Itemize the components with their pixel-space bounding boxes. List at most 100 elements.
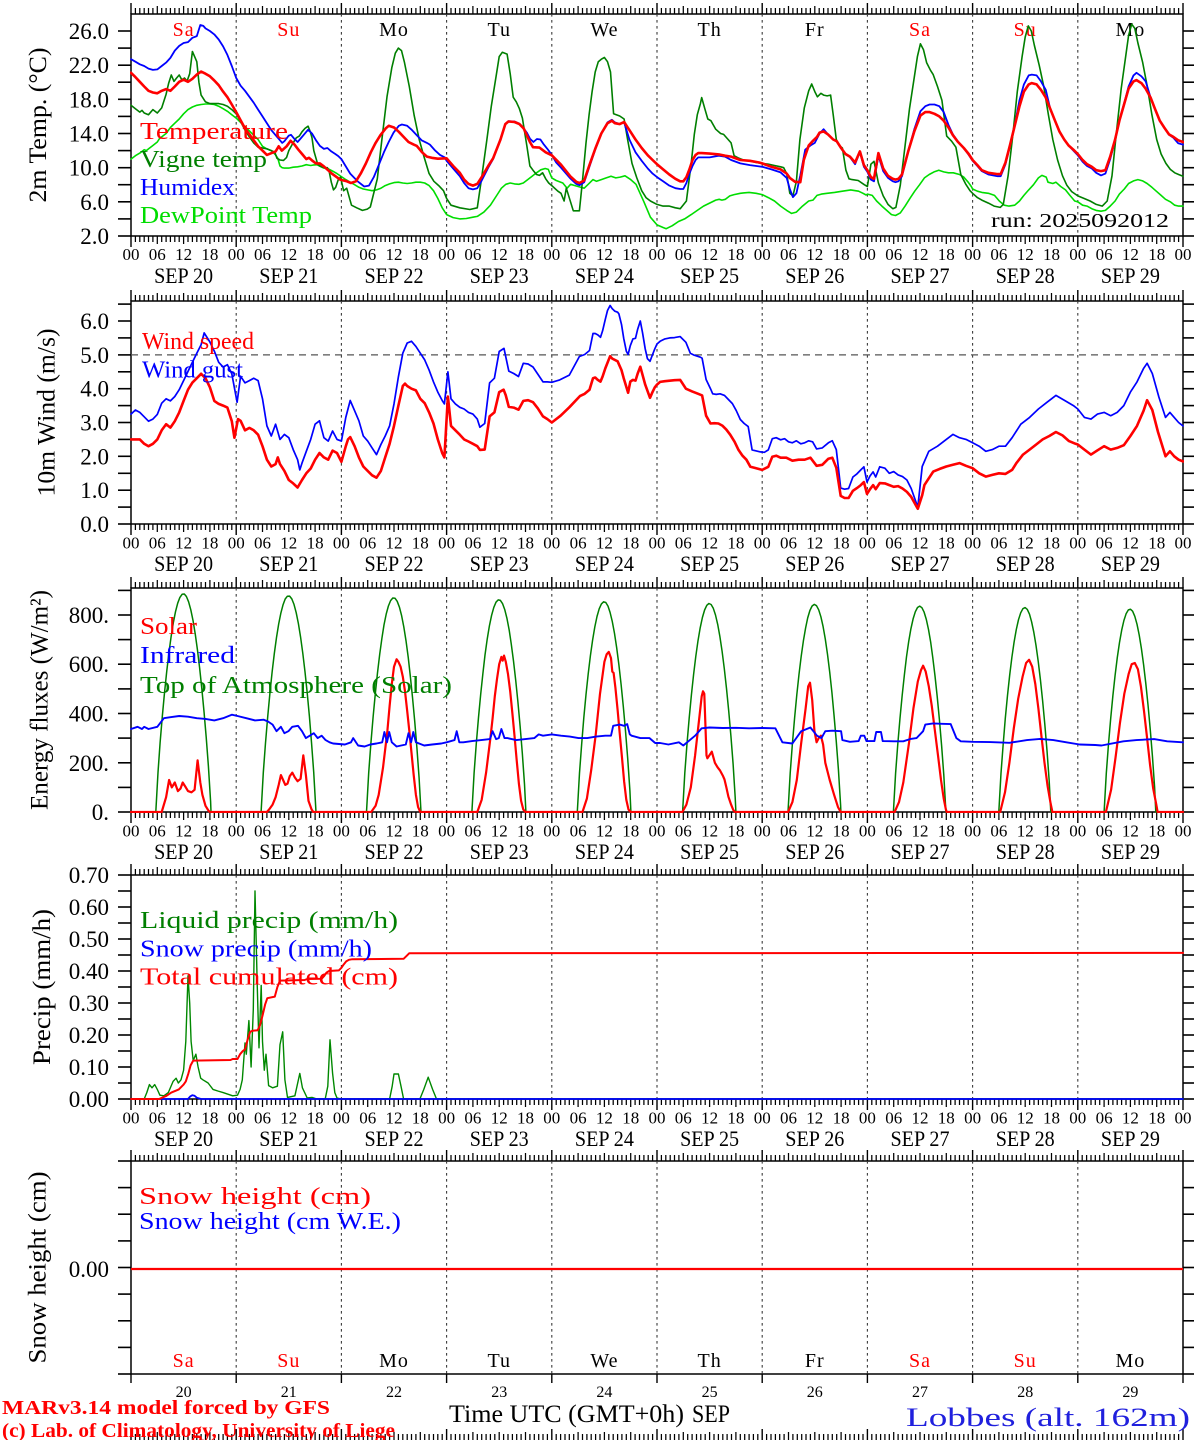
svg-text:SEP 24: SEP 24 (575, 551, 634, 576)
svg-text:(c) Lab. of Climatology, Unive: (c) Lab. of Climatology, University of L… (2, 1420, 395, 1440)
svg-text:12: 12 (806, 245, 823, 264)
svg-text:Total cumulated (cm): Total cumulated (cm) (140, 965, 398, 991)
svg-text:06: 06 (359, 822, 376, 841)
svg-text:10m Wind (m/s): 10m Wind (m/s) (34, 329, 61, 497)
svg-text:18: 18 (412, 1109, 429, 1128)
svg-text:Sa: Sa (909, 1350, 931, 1372)
svg-text:00: 00 (964, 822, 981, 841)
svg-text:12: 12 (1017, 1109, 1034, 1128)
svg-text:18: 18 (517, 245, 534, 264)
svg-text:12: 12 (280, 1109, 297, 1128)
svg-text:SEP 22: SEP 22 (365, 1126, 424, 1151)
svg-text:12: 12 (491, 1109, 508, 1128)
svg-text:06: 06 (359, 245, 376, 264)
svg-text:Snow height (cm): Snow height (cm) (139, 1184, 371, 1210)
svg-text:06: 06 (990, 822, 1007, 841)
svg-text:06: 06 (464, 822, 481, 841)
svg-text:600.: 600. (69, 652, 109, 677)
svg-text:Vigne temp: Vigne temp (140, 147, 267, 173)
svg-text:06: 06 (990, 534, 1007, 553)
svg-text:800.: 800. (69, 603, 109, 628)
svg-text:2m Temp. (°C): 2m Temp. (°C) (25, 48, 52, 203)
svg-text:We: We (590, 1350, 618, 1372)
svg-text:18: 18 (412, 245, 429, 264)
svg-text:SEP 21: SEP 21 (259, 1126, 318, 1151)
svg-text:18: 18 (412, 822, 429, 841)
svg-text:00: 00 (1175, 245, 1192, 264)
svg-text:12: 12 (491, 534, 508, 553)
svg-text:06: 06 (675, 1109, 692, 1128)
svg-text:00: 00 (649, 1109, 666, 1128)
svg-text:12: 12 (175, 245, 192, 264)
svg-text:Mo: Mo (1116, 1350, 1146, 1372)
svg-text:24: 24 (596, 1384, 612, 1401)
svg-text:06: 06 (1096, 822, 1113, 841)
svg-text:00: 00 (1069, 1109, 1086, 1128)
svg-text:00: 00 (333, 1109, 350, 1128)
svg-text:Temperature: Temperature (140, 119, 288, 145)
svg-text:00: 00 (754, 1109, 771, 1128)
svg-text:12: 12 (1017, 822, 1034, 841)
svg-text:00: 00 (859, 822, 876, 841)
svg-text:Fr: Fr (805, 1350, 825, 1372)
svg-text:18: 18 (938, 1109, 955, 1128)
svg-text:00: 00 (228, 822, 245, 841)
svg-text:SEP 29: SEP 29 (1101, 551, 1160, 576)
svg-text:12: 12 (701, 1109, 718, 1128)
svg-text:SEP 20: SEP 20 (154, 551, 213, 576)
svg-text:0.00: 0.00 (69, 1087, 109, 1112)
svg-text:10.0: 10.0 (69, 156, 109, 181)
svg-text:06: 06 (885, 822, 902, 841)
svg-text:18: 18 (1148, 1109, 1165, 1128)
svg-text:12: 12 (175, 534, 192, 553)
svg-text:SEP 20: SEP 20 (154, 839, 213, 864)
svg-text:DewPoint Temp: DewPoint Temp (140, 203, 312, 229)
svg-text:SEP 26: SEP 26 (785, 551, 844, 576)
svg-text:12: 12 (596, 245, 613, 264)
svg-text:26.0: 26.0 (69, 19, 109, 44)
svg-text:06: 06 (464, 1109, 481, 1128)
svg-text:12: 12 (1122, 822, 1139, 841)
svg-text:06: 06 (885, 245, 902, 264)
svg-text:06: 06 (149, 534, 166, 553)
svg-text:Wind gust: Wind gust (142, 358, 243, 384)
svg-text:06: 06 (570, 245, 587, 264)
svg-text:06: 06 (675, 822, 692, 841)
svg-text:06: 06 (990, 245, 1007, 264)
svg-text:0.10: 0.10 (69, 1055, 109, 1080)
svg-text:18: 18 (938, 534, 955, 553)
svg-text:06: 06 (464, 534, 481, 553)
svg-text:18: 18 (1043, 245, 1060, 264)
svg-text:Snow height (cm W.E.): Snow height (cm W.E.) (139, 1209, 401, 1235)
svg-text:18: 18 (727, 245, 744, 264)
svg-text:18: 18 (727, 534, 744, 553)
svg-text:18: 18 (1043, 822, 1060, 841)
svg-text:4.0: 4.0 (80, 377, 109, 402)
svg-text:18: 18 (517, 1109, 534, 1128)
svg-text:SEP 26: SEP 26 (785, 263, 844, 288)
svg-text:25: 25 (702, 1384, 718, 1401)
svg-text:Liquid precip (mm/h): Liquid precip (mm/h) (140, 908, 398, 934)
svg-text:400.: 400. (69, 702, 109, 727)
svg-text:18: 18 (1043, 534, 1060, 553)
svg-text:12: 12 (701, 822, 718, 841)
svg-text:18: 18 (517, 534, 534, 553)
svg-text:00: 00 (543, 534, 560, 553)
svg-text:Su: Su (1014, 1350, 1037, 1372)
svg-text:12: 12 (1122, 1109, 1139, 1128)
svg-text:Su: Su (1014, 19, 1037, 41)
svg-text:12: 12 (1017, 534, 1034, 553)
svg-text:06: 06 (359, 1109, 376, 1128)
svg-text:00: 00 (123, 822, 140, 841)
svg-text:12: 12 (912, 534, 929, 553)
svg-text:1.0: 1.0 (80, 478, 109, 503)
svg-text:18.0: 18.0 (69, 87, 109, 112)
svg-text:2.0: 2.0 (80, 224, 109, 249)
svg-text:18: 18 (1148, 822, 1165, 841)
svg-text:SEP 21: SEP 21 (259, 551, 318, 576)
svg-text:26: 26 (807, 1384, 823, 1401)
svg-text:12: 12 (280, 534, 297, 553)
svg-text:Mo: Mo (379, 19, 409, 41)
svg-text:14.0: 14.0 (69, 122, 109, 147)
svg-text:00: 00 (543, 245, 560, 264)
